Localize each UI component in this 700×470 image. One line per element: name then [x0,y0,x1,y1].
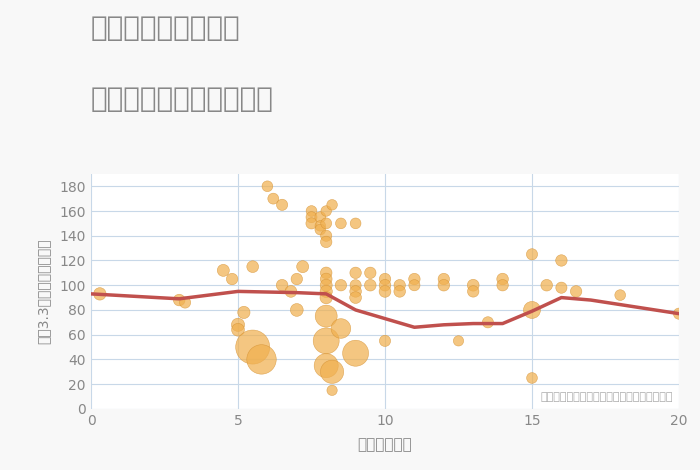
Point [315,222,326,230]
Point [379,282,391,289]
Point [232,321,244,329]
Point [306,207,317,215]
Point [350,269,361,277]
Point [350,219,361,227]
Point [556,257,567,264]
Text: 駅距離別中古戸建て価格: 駅距離別中古戸建て価格 [91,85,274,113]
Point [321,294,332,301]
Point [365,282,376,289]
Point [379,288,391,295]
Point [321,238,332,246]
Point [297,263,308,270]
Point [291,306,302,313]
Point [321,313,332,320]
Point [262,182,273,190]
Point [276,282,288,289]
Point [286,288,297,295]
Point [335,282,346,289]
Point [174,296,185,304]
Point [526,251,538,258]
Point [365,269,376,277]
Point [438,275,449,283]
Point [321,275,332,283]
Text: 円の大きさは、取引のあった物件面積を示す: 円の大きさは、取引のあった物件面積を示す [540,392,673,402]
Point [497,275,508,283]
Point [276,201,288,209]
Point [394,288,405,295]
Point [497,282,508,289]
X-axis label: 駅距離（分）: 駅距離（分） [358,437,412,452]
Point [267,195,279,203]
Point [394,282,405,289]
Point [335,325,346,332]
Point [306,213,317,221]
Point [227,275,238,283]
Text: 奈良県生駒市辻町の: 奈良県生駒市辻町の [91,14,241,42]
Point [321,282,332,289]
Point [326,368,337,376]
Point [321,337,332,345]
Point [247,263,258,270]
Point [570,288,582,295]
Point [321,207,332,215]
Point [350,282,361,289]
Point [321,288,332,295]
Point [179,299,190,306]
Point [218,266,229,274]
Point [409,275,420,283]
Point [526,306,538,313]
Point [673,310,685,317]
Point [335,219,346,227]
Point [321,232,332,240]
Point [306,219,317,227]
Point [541,282,552,289]
Point [247,343,258,351]
Point [468,288,479,295]
Point [409,282,420,289]
Point [379,275,391,283]
Point [326,201,337,209]
Point [315,213,326,221]
Point [526,374,538,382]
Point [482,319,493,326]
Point [256,356,267,363]
Point [321,219,332,227]
Point [350,288,361,295]
Point [291,275,302,283]
Point [468,282,479,289]
Point [556,284,567,291]
Point [238,309,249,316]
Point [94,290,106,298]
Point [615,291,626,299]
Point [350,350,361,357]
Point [379,337,391,345]
Point [350,294,361,301]
Point [326,387,337,394]
Y-axis label: 坪（3.3㎡）単価（万円）: 坪（3.3㎡）単価（万円） [36,239,50,344]
Point [232,326,244,334]
Point [315,226,326,233]
Point [453,337,464,345]
Point [321,362,332,369]
Point [321,269,332,277]
Point [438,282,449,289]
